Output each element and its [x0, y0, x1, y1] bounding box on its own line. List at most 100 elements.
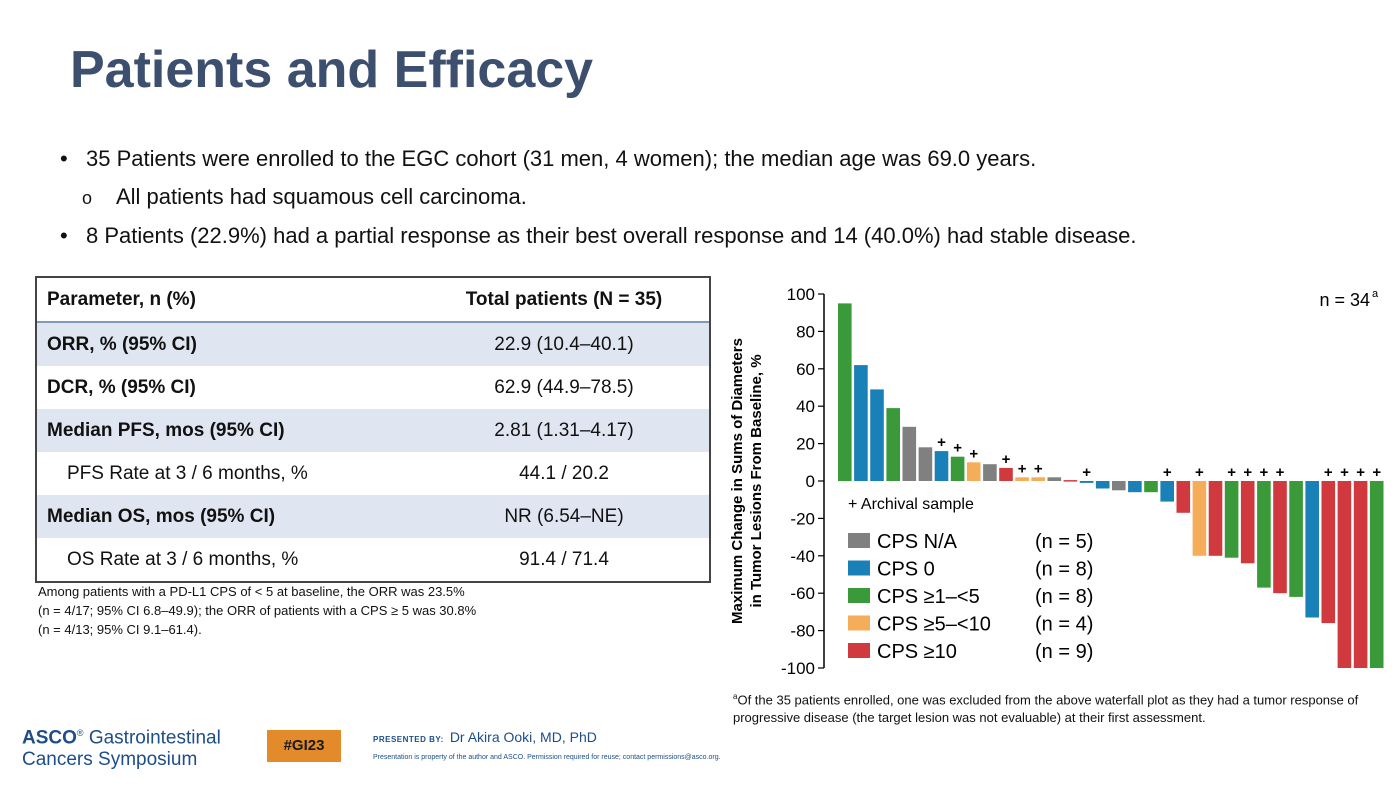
legend-count: (n = 8) [1035, 559, 1093, 581]
table-header-parameter: Parameter, n (%) [47, 288, 196, 310]
legend-swatch [848, 643, 870, 658]
y-tick-label: 20 [796, 435, 815, 454]
table-row: PFS Rate at 3 / 6 months, % 44.1 / 20.2 [37, 452, 709, 495]
waterfall-bar [934, 451, 949, 481]
waterfall-bar [870, 389, 884, 481]
legend-swatch [848, 588, 870, 603]
table-row: ORR, % (95% CI) 22.9 (10.4–40.1) [37, 323, 709, 366]
waterfall-bar [1144, 481, 1158, 493]
waterfall-bar [838, 303, 852, 482]
y-tick-label: 40 [796, 397, 815, 416]
bullet-text: 8 Patients (22.9%) had a partial respons… [86, 223, 1137, 248]
archival-marker: + [953, 440, 962, 457]
property-note: Presentation is property of the author a… [373, 754, 721, 761]
table-footnote: Among patients with a PD-L1 CPS of < 5 a… [38, 582, 598, 639]
y-tick-label: 100 [787, 285, 815, 304]
legend-label: CPS 0 [877, 559, 935, 581]
waterfall-bar [950, 456, 965, 481]
waterfall-bar [1257, 481, 1271, 588]
archival-marker: + [1195, 464, 1204, 481]
bullet-marker: • [60, 223, 68, 248]
bullet-list: • 35 Patients were enrolled to the EGC co… [60, 140, 1137, 255]
y-tick-label: -60 [790, 584, 815, 603]
asco-line-2: Cancers Symposium [22, 749, 198, 771]
waterfall-bar [1079, 481, 1094, 483]
legend-count: (n = 8) [1035, 586, 1093, 608]
archival-marker: + [1260, 464, 1269, 481]
waterfall-bar [1063, 480, 1078, 482]
archival-marker: + [1018, 460, 1027, 477]
archival-marker: + [1340, 464, 1349, 481]
table-row: Median PFS, mos (95% CI) 2.81 (1.31–4.17… [37, 409, 709, 452]
waterfall-bar [1015, 477, 1029, 481]
table-footnote-line: (n = 4/17; 95% CI 6.8–49.9); the ORR of … [38, 603, 477, 618]
table-cell-value: 2.81 (1.31–4.17) [494, 419, 634, 441]
archival-marker: + [1372, 464, 1381, 481]
waterfall-bar [1224, 481, 1239, 558]
efficacy-table: Parameter, n (%) Total patients (N = 35)… [35, 276, 711, 583]
table-row: OS Rate at 3 / 6 months, % 91.4 / 71.4 [37, 538, 709, 581]
archival-marker: + [1324, 464, 1333, 481]
footnote-text: Of the 35 patients enrolled, one was exc… [733, 692, 1359, 726]
archival-marker: + [937, 434, 946, 451]
y-tick-label: 0 [806, 472, 815, 491]
presenter-name: Dr Akira Ooki, MD, PhD [449, 729, 597, 745]
table-row: DCR, % (95% CI) 62.9 (44.9–78.5) [37, 366, 709, 409]
archival-marker: + [1163, 464, 1172, 481]
waterfall-bar [1160, 481, 1174, 502]
n-label-sup: a [1372, 288, 1379, 300]
table-footnote-line: Among patients with a PD-L1 CPS of < 5 a… [38, 584, 465, 599]
archival-marker: + [1243, 464, 1252, 481]
waterfall-bar [854, 365, 868, 481]
archival-marker: + [1227, 464, 1236, 481]
bullet-item: • 35 Patients were enrolled to the EGC co… [60, 140, 1137, 178]
legend-swatch [848, 615, 870, 631]
waterfall-bar [1353, 481, 1368, 668]
table-header-total: Total patients (N = 35) [465, 288, 663, 310]
waterfall-bar [1192, 481, 1207, 556]
waterfall-bar [966, 462, 981, 481]
y-tick-label: 80 [796, 322, 815, 341]
presented-by-label: PRESENTED BY: [373, 735, 444, 744]
asco-wordmark: ASCO [22, 727, 77, 749]
table-cell-value: 22.9 (10.4–40.1) [494, 333, 634, 355]
waterfall-bar [886, 408, 900, 481]
legend-swatch [848, 560, 870, 576]
waterfall-bar [1369, 481, 1384, 668]
legend-count: (n = 4) [1035, 614, 1093, 636]
legend-count: (n = 5) [1035, 531, 1093, 553]
waterfall-bar [1095, 481, 1110, 489]
footnote-marker: a [733, 692, 738, 701]
archival-marker: + [1034, 460, 1043, 477]
archival-marker: + [1276, 464, 1285, 481]
table-cell-label: Median OS, mos (95% CI) [47, 505, 276, 527]
waterfall-bar [1273, 481, 1287, 594]
waterfall-bar [1128, 481, 1142, 493]
waterfall-bar [1176, 481, 1191, 513]
table-cell-value: 62.9 (44.9–78.5) [494, 376, 634, 398]
bullet-item: • 8 Patients (22.9%) had a partial respon… [60, 217, 1137, 255]
waterfall-bar [983, 464, 997, 481]
archival-legend: + Archival sample [848, 496, 974, 513]
archival-marker: + [1356, 464, 1365, 481]
sub-bullet-item: o All patients had squamous cell carcinom… [60, 178, 1137, 217]
waterfall-bar [999, 467, 1013, 481]
archival-marker: + [1002, 451, 1011, 468]
waterfall-bar [1337, 481, 1352, 668]
waterfall-bar [1112, 481, 1126, 491]
table-cell-value: 44.1 / 20.2 [519, 462, 609, 484]
waterfall-chart: Maximum Change in Sums of Diameters in Tu… [720, 276, 1385, 686]
waterfall-plot-svg: Maximum Change in Sums of Diameters in Tu… [729, 285, 1384, 678]
presenter: PRESENTED BY: Dr Akira Ooki, MD, PhD [373, 729, 597, 745]
archival-marker: + [969, 445, 978, 462]
sub-bullet-marker: o [82, 188, 93, 208]
table-cell-label: Median PFS, mos (95% CI) [47, 419, 285, 441]
waterfall-bar [1305, 481, 1319, 618]
legend-label: CPS ≥10 [877, 641, 957, 663]
table-cell-value: 91.4 / 71.4 [519, 548, 609, 570]
waterfall-bar [1031, 477, 1045, 481]
waterfall-bar [1289, 481, 1303, 597]
archival-marker: + [1082, 464, 1091, 481]
legend-label: CPS N/A [877, 531, 958, 553]
n-label: n = 34 [1319, 290, 1370, 310]
